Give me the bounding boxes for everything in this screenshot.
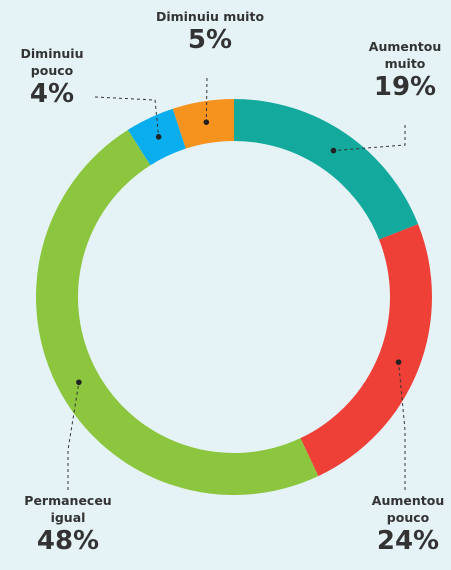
donut-slice [234, 99, 419, 240]
leader-dot [330, 147, 337, 154]
donut-slice [172, 99, 234, 149]
leader-dot [203, 119, 210, 125]
leader-line [67, 382, 80, 490]
category-label: Permaneceu igual [24, 493, 112, 525]
donut-slice [35, 129, 319, 496]
leader-line [94, 96, 160, 137]
leader-dot [76, 379, 82, 386]
slice-label: Aumentou pouco 24% [368, 492, 448, 556]
slice-label: Diminuiu muito 5% [130, 8, 290, 55]
slice-label: Aumentou muito 19% [365, 38, 445, 102]
value-label: 48% [36, 526, 100, 556]
donut-slice [300, 224, 432, 477]
value-label: 4% [29, 79, 75, 109]
value-label: 19% [373, 72, 437, 102]
value-label: 5% [187, 25, 233, 55]
value-label: 24% [376, 526, 440, 556]
leader-line [398, 362, 406, 490]
leader-dot [155, 134, 162, 140]
leader-line [205, 77, 208, 123]
slice-label: Permaneceu igual 48% [13, 492, 123, 556]
slice-label: Diminuiu pouco 4% [12, 45, 92, 109]
leader-dot [395, 359, 402, 365]
leader-line [333, 125, 406, 152]
category-label: Aumentou pouco [371, 493, 445, 525]
category-label: Diminuiu pouco [20, 46, 84, 78]
category-label: Aumentou muito [368, 39, 442, 71]
category-label: Diminuiu muito [155, 9, 265, 24]
